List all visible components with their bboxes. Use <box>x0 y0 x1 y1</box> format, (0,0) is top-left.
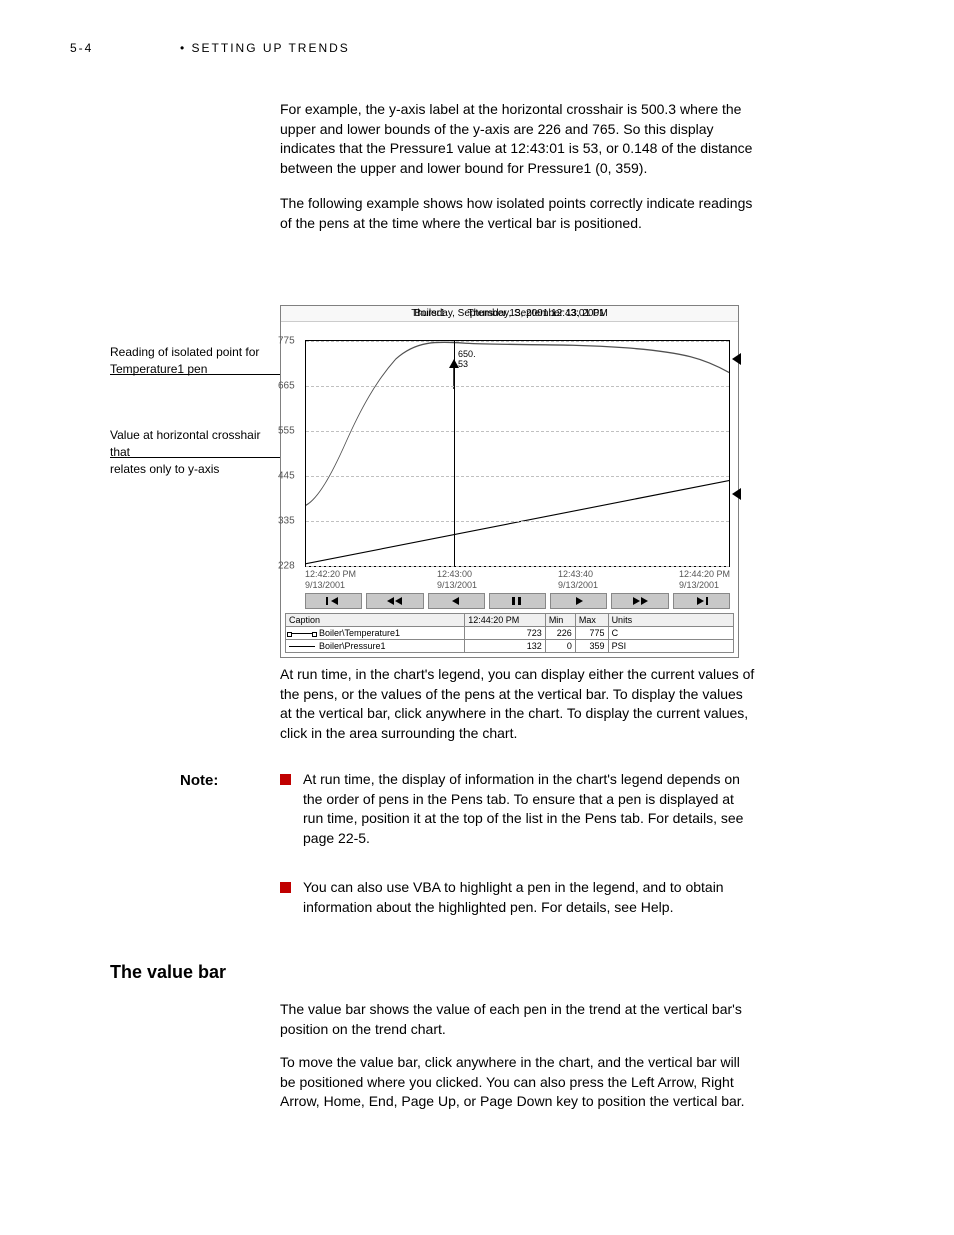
page-number: 5-4 <box>70 40 93 57</box>
chart-x-tick: 12:42:20 PM 9/13/2001 <box>305 569 356 591</box>
trend-chart-panel: Boiler1 Thursday, September 13, 2001 Thu… <box>280 305 739 658</box>
chart-y-tick: 665 <box>278 381 295 392</box>
transport-pause[interactable] <box>489 593 546 609</box>
legend-hdr-max: Max <box>575 614 608 627</box>
note-bullets: At run time, the display of information … <box>280 770 755 948</box>
chart-plot-area[interactable]: 650. 53 775665555445335228 <box>305 340 730 567</box>
chart-marker-temp <box>732 353 741 365</box>
below-p2: The value bar shows the value of each pe… <box>280 1000 755 1039</box>
chart-y-tick: 445 <box>278 471 295 482</box>
transport-fwd[interactable] <box>611 593 668 609</box>
chart-legend: Caption 12:44:20 PM Min Max Units Boiler… <box>285 613 734 653</box>
chart-y-tick: 228 <box>278 561 295 572</box>
chart-y-tick: 335 <box>278 516 295 527</box>
chart-timestamp: Thursday, September 13, 2001 12:43:01 PM <box>281 308 738 319</box>
note-bullet: You can also use VBA to highlight a pen … <box>280 878 755 917</box>
legend-row[interactable]: Boiler\Pressure11320359PSI <box>286 640 734 653</box>
intro-p1: For example, the y-axis label at the hor… <box>280 100 755 178</box>
section-heading: The value bar <box>110 960 226 985</box>
bullet-icon <box>280 774 291 785</box>
chart-cursor-arrow-up <box>447 359 461 389</box>
chart-x-axis: 12:42:20 PM 9/13/2001 12:43:00 9/13/2001 1… <box>305 569 730 591</box>
legend-header: Caption 12:44:20 PM Min Max Units <box>286 614 734 627</box>
bullet-icon <box>280 882 291 893</box>
below-p3: To move the value bar, click anywhere in… <box>280 1053 755 1112</box>
transport-first[interactable] <box>305 593 362 609</box>
chart-marker-pressure <box>732 488 741 500</box>
chart-y-tick: 775 <box>278 336 295 347</box>
bullet-text: At run time, the display of information … <box>303 770 755 848</box>
note-label: Note: <box>180 772 218 789</box>
chart-x-tick: 12:43:00 9/13/2001 <box>437 569 477 591</box>
bullet-text: You can also use VBA to highlight a pen … <box>303 878 755 917</box>
arrow-label-1: Reading of isolated point for Temperatur… <box>110 344 270 378</box>
legend-hdr-min: Min <box>545 614 575 627</box>
chart-x-tick: 12:43:40 9/13/2001 <box>558 569 598 591</box>
chart-y-tick: 555 <box>278 426 295 437</box>
legend-hdr-time: 12:44:20 PM <box>465 614 546 627</box>
intro-p2: The following example shows how isolated… <box>280 194 755 233</box>
arrow-label-2: Value at horizontal crosshair that relat… <box>110 427 280 477</box>
legend-row[interactable]: Boiler\Temperature1723226775C <box>286 627 734 640</box>
legend-hdr-caption: Caption <box>286 614 465 627</box>
transport-last[interactable] <box>673 593 730 609</box>
page-chapter: • SETTING UP TRENDS <box>180 40 350 57</box>
transport-back[interactable] <box>428 593 485 609</box>
below-p1: At run time, in the chart's legend, you … <box>280 665 755 743</box>
legend-hdr-units: Units <box>608 614 733 627</box>
chart-transport-bar <box>305 593 730 609</box>
chart-x-tick: 12:44:20 PM 9/13/2001 <box>679 569 730 591</box>
note-bullet: At run time, the display of information … <box>280 770 755 848</box>
chart-traces <box>306 341 729 566</box>
transport-play[interactable] <box>550 593 607 609</box>
transport-rewind[interactable] <box>366 593 423 609</box>
